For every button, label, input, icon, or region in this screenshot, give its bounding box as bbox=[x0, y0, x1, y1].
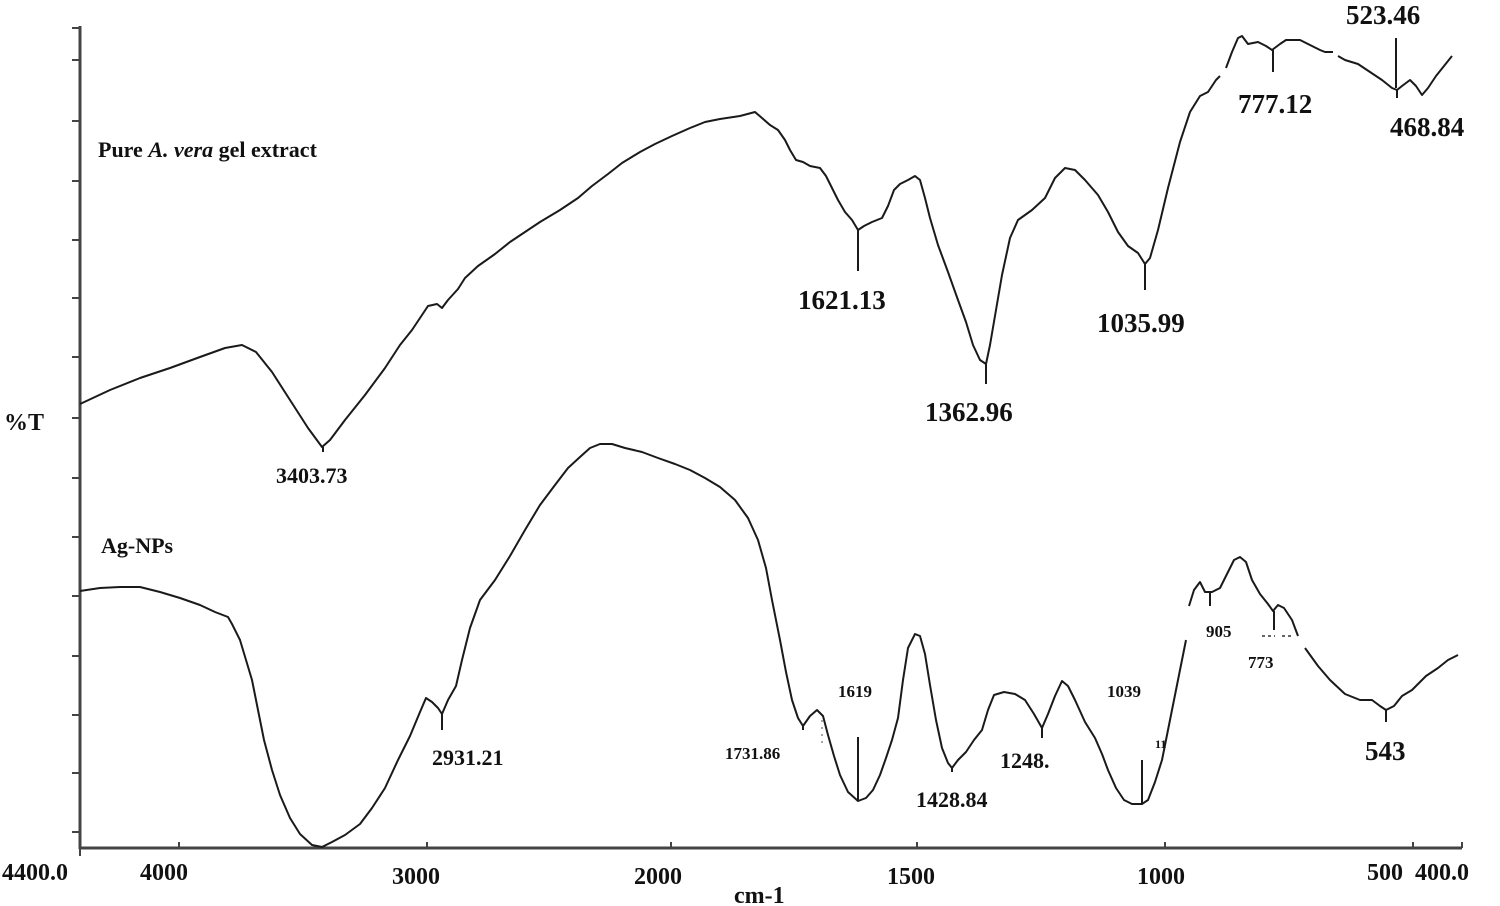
spectrum-aloe-vera-tail bbox=[1225, 35, 1453, 96]
x-tick-3000: 3000 bbox=[392, 864, 440, 890]
peak-label-905: 905 bbox=[1206, 622, 1232, 641]
x-tick-1000: 1000 bbox=[1137, 864, 1185, 890]
x-axis: 4400.0 4000 3000 2000 1500 1000 500 400.… bbox=[2, 842, 1469, 906]
spectrum-aloe-vera bbox=[79, 75, 1221, 448]
peak-label-1428: 1428.84 bbox=[916, 787, 988, 812]
peak-label-1362: 1362.96 bbox=[925, 397, 1013, 427]
peak-label-fragment: 11 bbox=[1155, 737, 1166, 751]
spectrum-ag-nps bbox=[79, 443, 1459, 848]
peak-label-773: 773 bbox=[1248, 653, 1274, 672]
peak-label-2931: 2931.21 bbox=[432, 745, 504, 770]
x-tick-400: 400.0 bbox=[1415, 860, 1469, 886]
peak-label-1039: 1039 bbox=[1107, 682, 1141, 701]
peak-label-468: 468.84 bbox=[1390, 112, 1464, 142]
x-tick-4000: 4000 bbox=[140, 860, 188, 886]
peak-label-1248: 1248. bbox=[1000, 748, 1050, 773]
x-axis-title: cm-1 bbox=[734, 883, 785, 906]
x-tick-2000: 2000 bbox=[634, 864, 682, 890]
series-label-ag-nps: Ag-NPs bbox=[101, 533, 174, 558]
peak-label-1621: 1621.13 bbox=[798, 285, 886, 315]
y-axis: %T bbox=[4, 26, 82, 849]
peak-label-523: 523.46 bbox=[1346, 0, 1420, 30]
y-axis-title: %T bbox=[4, 410, 44, 436]
peak-label-1731: 1731.86 bbox=[725, 744, 780, 763]
x-tick-4400: 4400.0 bbox=[2, 860, 68, 886]
peak-label-1035: 1035.99 bbox=[1097, 308, 1185, 338]
peak-label-777: 777.12 bbox=[1238, 89, 1312, 119]
peak-label-3403: 3403.73 bbox=[276, 463, 348, 488]
series-label-aloe-vera: Pure A. vera gel extract bbox=[98, 137, 318, 162]
peak-label-543: 543 bbox=[1365, 736, 1406, 766]
x-tick-1500: 1500 bbox=[887, 864, 935, 890]
x-tick-500: 500 bbox=[1367, 860, 1403, 886]
peak-label-1619: 1619 bbox=[838, 682, 872, 701]
